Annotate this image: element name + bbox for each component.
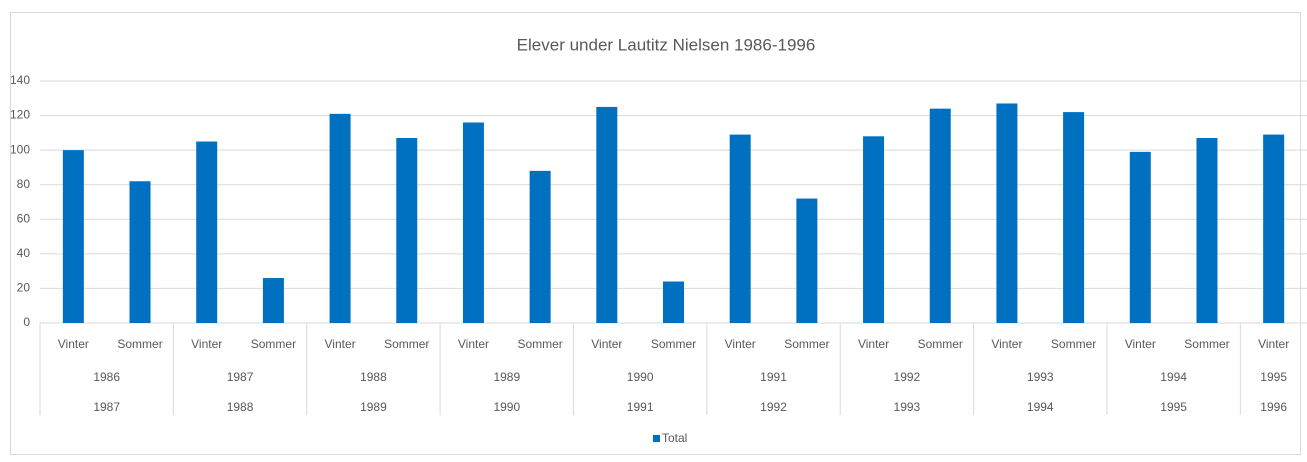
x-tick-label: Vinter <box>991 337 1022 351</box>
group-label: 1988 <box>360 370 387 384</box>
bar <box>1129 151 1151 323</box>
group-label: 1986 <box>93 370 120 384</box>
bar <box>329 113 351 323</box>
bar <box>529 170 551 323</box>
bar <box>396 138 418 323</box>
bar <box>929 108 951 324</box>
group-label: 1987 <box>93 400 120 414</box>
y-tick-label: 20 <box>17 281 31 295</box>
y-tick-label: 60 <box>17 211 31 225</box>
group-label: 1990 <box>627 370 654 384</box>
group-label: 1992 <box>894 370 921 384</box>
y-tick-label: 120 <box>10 108 30 122</box>
y-tick-label: 80 <box>17 177 31 191</box>
bar <box>1063 112 1085 323</box>
x-tick-label: Vinter <box>458 337 489 351</box>
bar <box>262 278 284 323</box>
bar <box>62 150 84 323</box>
legend-swatch <box>653 435 660 442</box>
bar <box>663 281 684 323</box>
chart-title: Elever under Lautitz Nielsen 1986-1996 <box>517 35 816 54</box>
bar <box>1196 138 1218 323</box>
bar <box>796 198 818 323</box>
x-tick-label: Vinter <box>858 337 889 351</box>
x-tick-label: Vinter <box>1258 337 1289 351</box>
group-label: 1990 <box>493 400 520 414</box>
bar <box>996 103 1018 323</box>
group-label: 1991 <box>627 400 654 414</box>
bar <box>129 181 151 323</box>
y-tick-label: 140 <box>10 73 30 87</box>
bar <box>596 106 618 323</box>
group-label: 1994 <box>1027 400 1054 414</box>
x-tick-label: Vinter <box>58 337 89 351</box>
chart-border <box>10 12 1301 455</box>
bar <box>863 136 885 323</box>
group-label: 1993 <box>1027 370 1054 384</box>
group-label: 1989 <box>493 370 520 384</box>
x-tick-label: Vinter <box>1125 337 1156 351</box>
group-label: 1994 <box>1160 370 1187 384</box>
x-tick-label: Sommer <box>517 337 562 351</box>
group-label: 1995 <box>1160 400 1187 414</box>
bar <box>1263 134 1285 323</box>
bar <box>729 134 751 323</box>
group-label: 1993 <box>894 400 921 414</box>
group-label: 1991 <box>760 370 787 384</box>
bar <box>462 122 484 323</box>
y-tick-label: 0 <box>23 315 30 329</box>
group-label: 1992 <box>760 400 787 414</box>
group-label: 1995 <box>1260 370 1287 384</box>
x-tick-label: Vinter <box>591 337 622 351</box>
x-tick-label: Sommer <box>784 337 829 351</box>
group-label: 1988 <box>227 400 254 414</box>
x-tick-label: Vinter <box>191 337 222 351</box>
group-label: 1987 <box>227 370 254 384</box>
y-tick-label: 40 <box>17 246 31 260</box>
group-label: 1989 <box>360 400 387 414</box>
bar <box>196 141 218 323</box>
x-tick-label: Sommer <box>251 337 296 351</box>
x-tick-label: Sommer <box>651 337 696 351</box>
x-tick-label: Vinter <box>725 337 756 351</box>
x-tick-label: Sommer <box>1184 337 1229 351</box>
legend-label: Total <box>662 431 687 445</box>
x-tick-label: Sommer <box>384 337 429 351</box>
x-tick-label: Sommer <box>918 337 963 351</box>
y-tick-label: 100 <box>10 142 30 156</box>
x-tick-label: Sommer <box>1051 337 1096 351</box>
x-tick-label: Sommer <box>117 337 162 351</box>
x-tick-label: Vinter <box>325 337 356 351</box>
group-label: 1996 <box>1260 400 1287 414</box>
